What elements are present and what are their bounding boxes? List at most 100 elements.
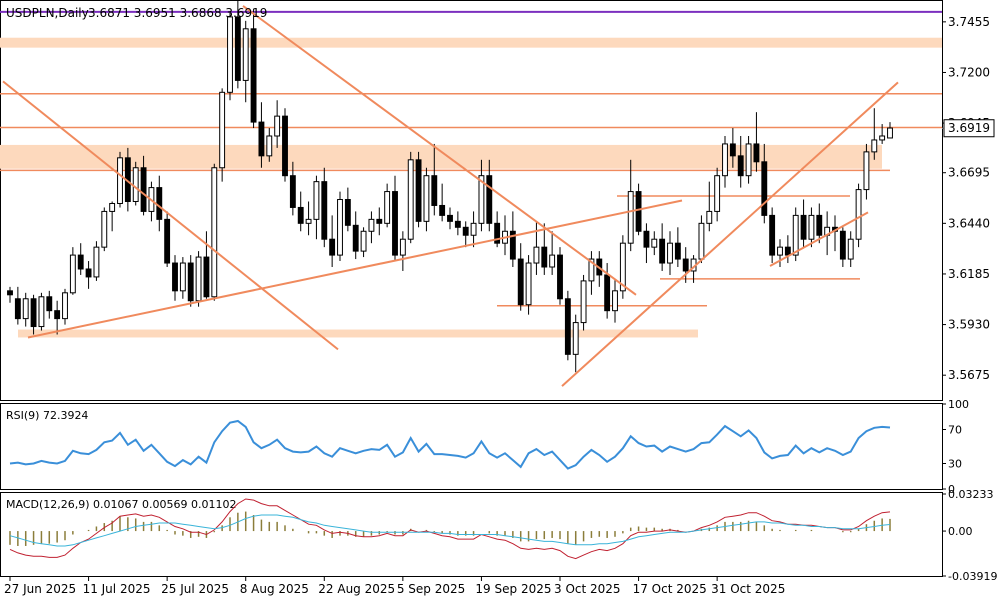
candle-body xyxy=(737,155,744,177)
candle-body xyxy=(761,161,768,216)
candle-body xyxy=(682,258,689,272)
candle-body xyxy=(46,296,53,312)
candle-body xyxy=(549,254,556,268)
candle-body xyxy=(714,175,721,212)
rsi-tick-label: 100 xyxy=(948,398,969,411)
candle-body xyxy=(117,157,123,204)
time-tick-label: 11 Jul 2025 xyxy=(83,582,151,596)
trendlines xyxy=(2,5,899,387)
candle-body xyxy=(871,139,878,153)
candle-body xyxy=(172,262,178,292)
candle-body xyxy=(808,214,815,240)
candle-body xyxy=(266,135,273,157)
candle-body xyxy=(572,322,579,355)
rsi-tick-label: 70 xyxy=(948,424,962,437)
candle-body xyxy=(769,214,776,256)
candle-body xyxy=(470,222,477,236)
candle-body xyxy=(887,127,893,139)
candle-body xyxy=(454,220,461,228)
candle-body xyxy=(195,256,202,302)
candle-body xyxy=(800,214,807,240)
candle-body xyxy=(792,214,799,256)
candle-body xyxy=(219,91,226,169)
candle-body xyxy=(447,214,453,222)
candle-body xyxy=(62,292,68,320)
price-tick-label: 3.6185 xyxy=(948,267,990,281)
candle-body xyxy=(30,298,37,328)
candle-body xyxy=(651,238,658,248)
price-tick-label: 3.6695 xyxy=(948,166,990,180)
candle-body xyxy=(635,191,642,232)
rsi-tick-label: 0 xyxy=(948,483,955,496)
price-axis: 3.74553.72003.69453.66953.64403.61853.59… xyxy=(942,15,990,382)
candle-body xyxy=(612,290,618,312)
candle-body xyxy=(486,175,493,224)
candle-body xyxy=(619,242,626,292)
candle-body xyxy=(729,143,736,157)
candle-body xyxy=(179,262,186,292)
trendline xyxy=(561,81,899,387)
rsi-panel-frame xyxy=(0,403,943,490)
candle-body xyxy=(839,230,846,260)
candle-body xyxy=(509,230,516,260)
candle-body xyxy=(384,191,391,224)
trendline xyxy=(242,5,637,296)
macd-line xyxy=(9,498,891,560)
candle-body xyxy=(7,290,13,296)
macd-tick-label: 0.00 xyxy=(948,525,973,538)
candle-body xyxy=(863,151,870,191)
price-panel-frame xyxy=(0,0,943,401)
symbol-label: USDPLN,Daily xyxy=(6,6,89,20)
rsi-axis: 100 70 30 0 xyxy=(942,398,969,496)
candle-body xyxy=(344,199,351,226)
candle-body xyxy=(211,167,218,298)
candle-body xyxy=(399,238,406,256)
candle-body xyxy=(564,298,571,355)
candle-body xyxy=(132,167,139,202)
candle-body xyxy=(784,246,791,256)
time-tick-label: 5 Sep 2025 xyxy=(397,582,465,596)
candle-body xyxy=(816,214,823,236)
candle-body xyxy=(557,254,563,300)
candle-body xyxy=(392,191,398,256)
macd-tick-label: -0.03919 xyxy=(948,570,997,583)
candle-body xyxy=(674,242,681,260)
macd-signal-line xyxy=(9,514,891,547)
time-tick-label: 17 Oct 2025 xyxy=(633,582,707,596)
trendline xyxy=(27,199,683,339)
candle-body xyxy=(604,274,611,312)
price-tick-label: 3.7200 xyxy=(948,65,990,79)
candle-body xyxy=(274,115,281,137)
time-tick-label: 8 Aug 2025 xyxy=(240,582,309,596)
trendline xyxy=(769,211,869,267)
candle-body xyxy=(321,181,328,240)
time-tick-label: 19 Sep 2025 xyxy=(475,582,551,596)
candle-body xyxy=(329,238,336,256)
candle-body xyxy=(517,258,524,306)
candle-body xyxy=(376,218,383,224)
candle-body xyxy=(753,143,760,163)
candle-body xyxy=(588,258,595,282)
candle-body xyxy=(313,181,320,220)
candle-body xyxy=(85,268,92,278)
time-tick-label: 22 Aug 2025 xyxy=(318,582,395,596)
macd-histogram xyxy=(9,511,891,546)
candle-body xyxy=(525,262,532,306)
candle-body xyxy=(643,230,650,248)
time-tick-label: 27 Jun 2025 xyxy=(4,582,76,596)
candle-body xyxy=(777,246,783,256)
macd-title: MACD(12,26,9) 0.01067 0.00569 0.01102 xyxy=(6,498,237,511)
candle-body xyxy=(478,175,485,224)
candlestick-series xyxy=(7,1,893,373)
price-tick-label: 3.6440 xyxy=(948,216,990,230)
candle-body xyxy=(847,238,854,260)
candle-body xyxy=(745,143,752,177)
candle-body xyxy=(659,238,666,264)
candle-body xyxy=(156,187,163,220)
candle-body xyxy=(109,202,116,212)
time-tick-label: 25 Jul 2025 xyxy=(161,582,229,596)
time-tick-label: 31 Oct 2025 xyxy=(711,582,785,596)
candle-body xyxy=(22,298,29,320)
candle-body xyxy=(69,254,76,294)
time-axis: 27 Jun 2025 11 Jul 2025 25 Jul 2025 8 Aug 2… xyxy=(4,576,785,596)
